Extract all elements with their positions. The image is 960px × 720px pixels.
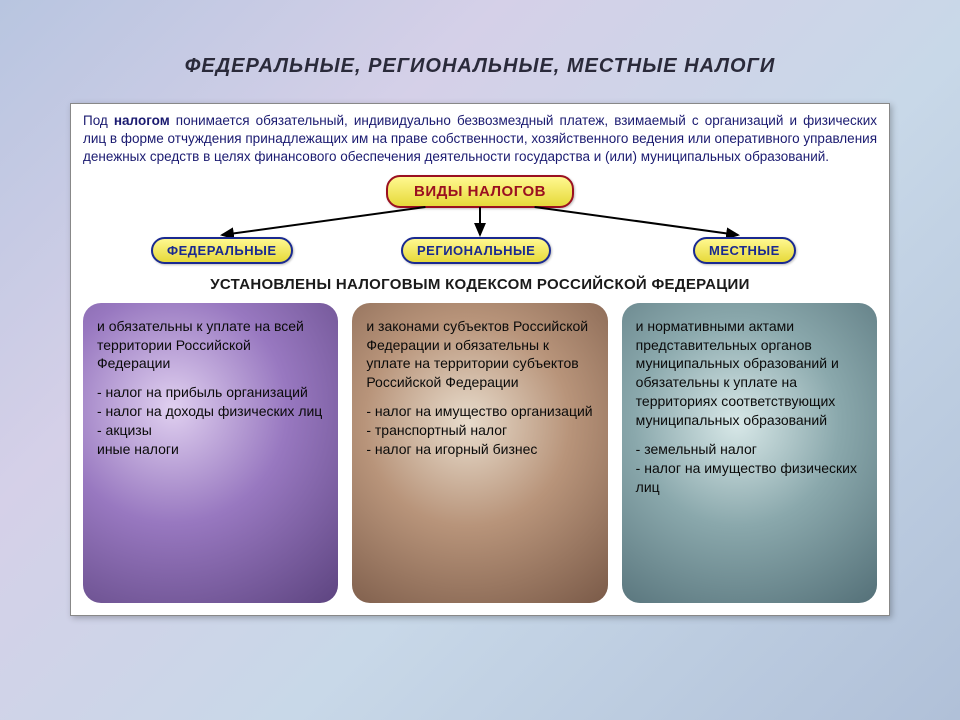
card-intro: и обязательны к уплате на всей территори… <box>97 317 324 374</box>
card-items: - земельный налог - налог на имущество ф… <box>636 440 863 497</box>
subtitle: УСТАНОВЛЕНЫ НАЛОГОВЫМ КОДЕКСОМ РОССИЙСКО… <box>83 276 877 293</box>
definition-rest: понимается обязательный, индивидуально б… <box>83 113 877 164</box>
content-panel: Под налогом понимается обязательный, инд… <box>70 103 890 616</box>
card-federal: и обязательны к уплате на всей территори… <box>83 303 338 603</box>
card-intro: и законами субъектов Российской Федераци… <box>366 317 593 393</box>
definition-text: Под налогом понимается обязательный, инд… <box>83 112 877 167</box>
definition-bold: налогом <box>114 113 170 128</box>
category-regional: РЕГИОНАЛЬНЫЕ <box>401 237 551 264</box>
root-node: ВИДЫ НАЛОГОВ <box>386 175 574 208</box>
card-intro: и нормативными актами представительных о… <box>636 317 863 430</box>
definition-prefix: Под <box>83 113 114 128</box>
diagram: ВИДЫ НАЛОГОВ ФЕДЕРАЛЬНЫЕ РЕГИОНАЛЬНЫЕ МЕ… <box>83 175 877 270</box>
card-local: и нормативными актами представительных о… <box>622 303 877 603</box>
arrow-line <box>222 207 425 235</box>
card-regional: и законами субъектов Российской Федераци… <box>352 303 607 603</box>
card-items: - налог на прибыль организаций - налог н… <box>97 383 324 459</box>
arrow-line <box>535 207 738 235</box>
cards-row: и обязательны к уплате на всей территори… <box>83 303 877 603</box>
category-federal: ФЕДЕРАЛЬНЫЕ <box>151 237 293 264</box>
card-items: - налог на имущество организаций - транс… <box>366 402 593 459</box>
slide-title: ФЕДЕРАЛЬНЫЕ, РЕГИОНАЛЬНЫЕ, МЕСТНЫЕ НАЛОГ… <box>0 0 960 103</box>
category-local: МЕСТНЫЕ <box>693 237 796 264</box>
